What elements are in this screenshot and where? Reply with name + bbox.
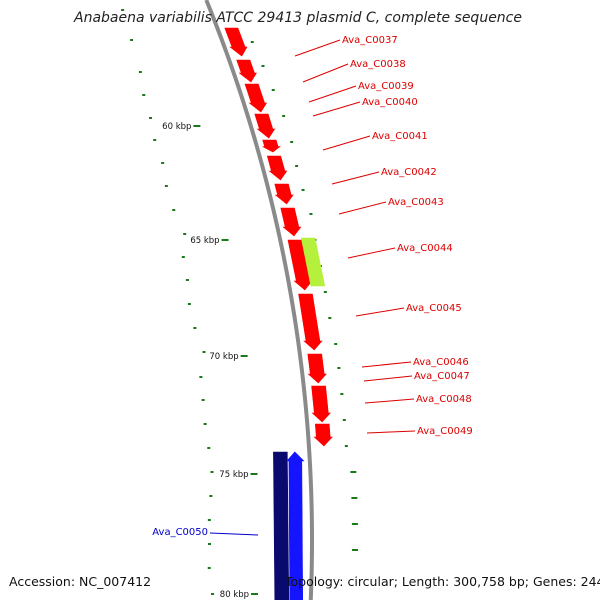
forward-gene-arrow (244, 83, 268, 113)
label-leader (209, 532, 259, 536)
map-title: Anabaena variabilis ATCC 29413 plasmid C… (73, 10, 522, 26)
forward-gene-arrow (298, 293, 323, 351)
gene-label: Ava_C0045 (406, 303, 462, 314)
kbp-ruler: 60 kbp 65 kbp 70 kbp 75 kbp 80 kbp (162, 122, 259, 600)
forward-gene-arrow (262, 139, 281, 153)
label-leader (294, 39, 341, 57)
forward-gene-arrow (307, 353, 327, 384)
highlighted-gene-block (300, 237, 326, 287)
label-leader (322, 135, 371, 151)
topology-text: Topology: circular; Length: 300,758 bp; … (284, 574, 600, 589)
gene-label: Ava_C0040 (362, 97, 418, 108)
reverse-gene-arrow (286, 451, 305, 600)
forward-gene-arrow (313, 423, 333, 447)
label-leader (355, 307, 405, 317)
label-leader (331, 171, 380, 185)
gene-label: Ava_C0038 (350, 59, 406, 70)
forward-gene-arrow (311, 385, 331, 423)
gene-label: Ava_C0037 (342, 35, 398, 46)
label-leader (308, 85, 357, 103)
gene-features (224, 27, 333, 600)
forward-gene-arrow (224, 27, 248, 57)
gene-label: Ava_C0048 (416, 394, 472, 405)
gene-labels: Ava_C0037 Ava_C0038 Ava_C0039 Ava_C0040 Ava_… (152, 35, 472, 538)
gene-label: Ava_C0049 (417, 426, 473, 437)
forward-gene-arrow (266, 155, 288, 181)
ruler-label: 80 kbp (220, 590, 249, 600)
gene-label: Ava_C0039 (358, 81, 414, 92)
plasmid-backbone (204, 0, 315, 600)
label-leader (347, 247, 396, 259)
forward-gene-arrow (254, 113, 276, 139)
gene-label: Ava_C0046 (413, 357, 469, 368)
gene-label: Ava_C0042 (381, 167, 437, 178)
label-leader (302, 63, 349, 83)
ruler-label: 70 kbp (209, 352, 238, 362)
gene-label: Ava_C0044 (397, 243, 453, 254)
label-leader (338, 201, 387, 215)
label-leader (312, 101, 361, 117)
label-leader (364, 398, 415, 404)
forward-gene-arrow (274, 183, 294, 205)
gene-label: Ava_C0041 (372, 131, 428, 142)
forward-gene-arrow (280, 207, 302, 237)
label-leader (366, 430, 416, 434)
ruler-label: 75 kbp (219, 470, 248, 480)
label-leader (363, 375, 413, 382)
gc-skew-ticks (121, 9, 358, 595)
accession-text: Accession: NC_007412 (9, 574, 151, 589)
ruler-label: 60 kbp (162, 122, 191, 132)
reverse-gene-block (273, 451, 290, 600)
gene-label: Ava_C0047 (414, 371, 470, 382)
gene-label: Ava_C0043 (388, 197, 444, 208)
gene-label: Ava_C0050 (152, 527, 208, 538)
forward-gene-arrow (236, 59, 257, 83)
label-leader (361, 361, 412, 368)
ruler-label: 65 kbp (190, 236, 219, 246)
